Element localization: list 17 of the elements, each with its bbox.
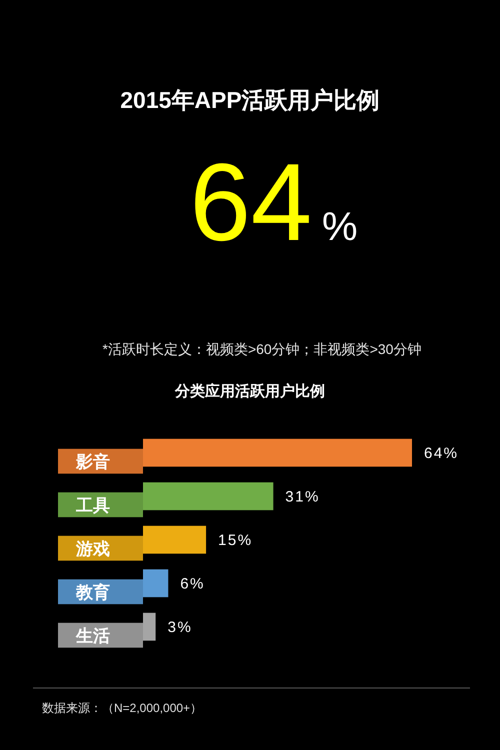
data-label: 3% [168, 619, 192, 636]
y-tick-label: 工具 [75, 496, 110, 515]
data-label: 6% [180, 576, 205, 593]
y-tick-label: 生活 [75, 626, 110, 646]
y-tick-label: 影音 [75, 452, 110, 472]
data-label: 31% [285, 488, 320, 506]
text: 64% [190, 141, 358, 264]
data-label: 15% [218, 532, 253, 550]
bar [143, 569, 168, 598]
chart-subtitle: 分类应用活跃用户比例 [174, 382, 325, 400]
y-tick-label: 教育 [75, 582, 110, 602]
y-tick-label: 游戏 [75, 539, 110, 558]
chart-title: 2015年APP活跃用户比例 [120, 87, 380, 113]
data-label: 64% [424, 445, 459, 462]
text: *活跃时长定义：视频类>60分钟；非视频类>30分钟 [102, 341, 422, 357]
bar [143, 612, 156, 641]
source-note: 数据来源：（N=2,000,000+） [42, 701, 202, 715]
